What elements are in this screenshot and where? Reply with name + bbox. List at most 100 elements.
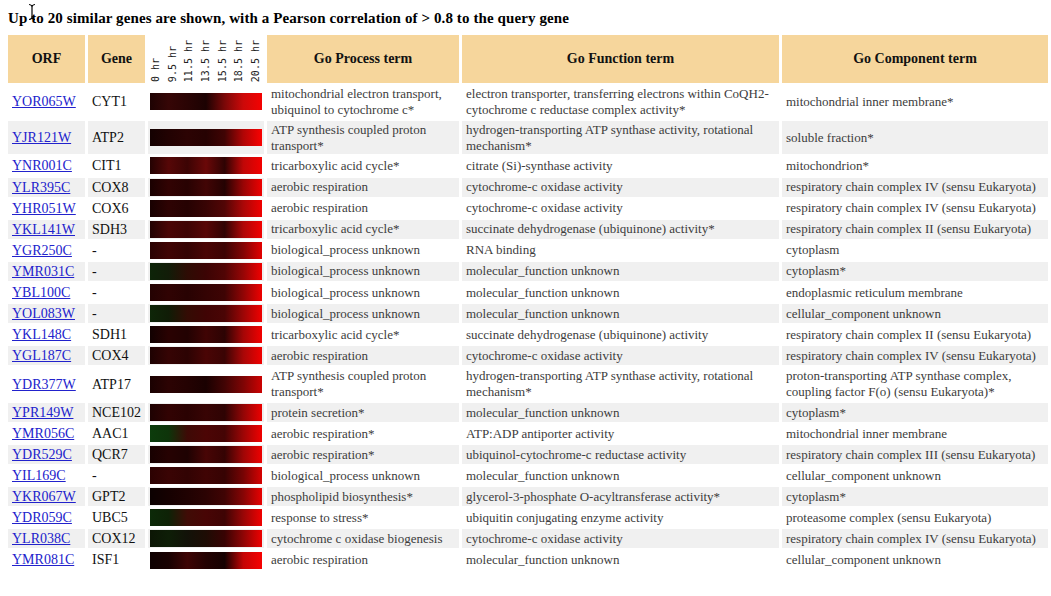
time-label: 15.5 hr xyxy=(218,40,228,82)
orf-link[interactable]: YNR001C xyxy=(12,158,72,173)
expression-heatmap xyxy=(150,221,262,238)
expression-heatmap xyxy=(150,326,262,343)
orf-link[interactable]: YMR031C xyxy=(12,264,74,279)
go-component-term: respiratory chain complex II (sensu Euka… xyxy=(782,220,1048,239)
go-function-term: ubiquinol-cytochrome-c reductase activit… xyxy=(462,445,779,464)
go-process-term: tricarboxylic acid cycle* xyxy=(267,156,459,175)
orf-link[interactable]: YDR377W xyxy=(12,377,76,392)
go-component-term: respiratory chain complex III (sensu Euk… xyxy=(782,445,1048,464)
table-row: YOR065W CYT1 mitochondrial electron tran… xyxy=(8,85,1048,119)
go-component-term: proton-transporting ATP synthase complex… xyxy=(782,367,1048,401)
time-label: 13.5 hr xyxy=(201,40,211,82)
table-row: YGL187C COX4 aerobic respiration cytochr… xyxy=(8,346,1048,365)
table-row: YLR395C COX8 aerobic respiration cytochr… xyxy=(8,178,1048,197)
go-process-term: tricarboxylic acid cycle* xyxy=(267,325,459,344)
col-header-gene: Gene xyxy=(88,35,145,83)
go-process-term: protein secretion* xyxy=(267,403,459,422)
expression-heatmap xyxy=(150,200,262,217)
orf-link[interactable]: YMR056C xyxy=(12,426,74,441)
go-function-term: glycerol-3-phosphate O-acyltransferase a… xyxy=(462,487,779,506)
orf-link[interactable]: YGL187C xyxy=(12,348,71,363)
orf-link[interactable]: YKL148C xyxy=(12,327,71,342)
table-row: YKL141W SDH3 tricarboxylic acid cycle* s… xyxy=(8,220,1048,239)
time-label: 20.5 hr xyxy=(251,40,261,82)
go-process-term: aerobic respiration xyxy=(267,178,459,197)
go-component-term: cytoplasm* xyxy=(782,487,1048,506)
go-process-term: biological_process unknown xyxy=(267,304,459,323)
go-component-term: mitochondrion* xyxy=(782,156,1048,175)
table-row: YBL100C - biological_process unknown mol… xyxy=(8,283,1048,302)
gene-name: ATP2 xyxy=(88,121,145,155)
orf-link[interactable]: YHR051W xyxy=(12,201,76,216)
expression-heatmap xyxy=(150,404,262,421)
table-row: YMR056C AAC1 aerobic respiration* ATP:AD… xyxy=(8,424,1048,443)
orf-link[interactable]: YDR059C xyxy=(12,510,72,525)
go-component-term: respiratory chain complex IV (sensu Euka… xyxy=(782,529,1048,548)
go-component-term: endoplasmic reticulum membrane xyxy=(782,283,1048,302)
gene-name: ATP17 xyxy=(88,367,145,401)
go-function-term: molecular_function unknown xyxy=(462,304,779,323)
orf-link[interactable]: YMR081C xyxy=(12,552,74,567)
orf-link[interactable]: YIL169C xyxy=(12,468,66,483)
go-component-term: cytoplasm xyxy=(782,241,1048,260)
table-row: YGR250C - biological_process unknown RNA… xyxy=(8,241,1048,260)
go-function-term: succinate dehydrogenase (ubiquinone) act… xyxy=(462,220,779,239)
orf-link[interactable]: YJR121W xyxy=(12,130,71,145)
orf-link[interactable]: YDR529C xyxy=(12,447,72,462)
orf-link[interactable]: YBL100C xyxy=(12,285,70,300)
go-function-term: cytochrome-c oxidase activity xyxy=(462,346,779,365)
expression-heatmap xyxy=(150,467,262,484)
orf-link[interactable]: YKR067W xyxy=(12,489,76,504)
gene-name: SDH3 xyxy=(88,220,145,239)
gene-name: NCE102 xyxy=(88,403,145,422)
expression-heatmap xyxy=(150,157,262,174)
orf-link[interactable]: YOR065W xyxy=(12,94,76,109)
go-function-term: succinate dehydrogenase (ubiquinone) act… xyxy=(462,325,779,344)
go-process-term: aerobic respiration xyxy=(267,550,459,569)
go-component-term: respiratory chain complex IV (sensu Euka… xyxy=(782,346,1048,365)
expression-heatmap xyxy=(150,179,262,196)
go-process-term: biological_process unknown xyxy=(267,262,459,281)
orf-link[interactable]: YKL141W xyxy=(12,222,75,237)
orf-link[interactable]: YLR395C xyxy=(12,180,70,195)
table-row: YOL083W - biological_process unknown mol… xyxy=(8,304,1048,323)
orf-link[interactable]: YOL083W xyxy=(12,306,75,321)
col-header-go-function: Go Function term xyxy=(462,35,779,83)
col-header-go-component: Go Component term xyxy=(782,35,1048,83)
go-process-term: phospholipid biosynthesis* xyxy=(267,487,459,506)
col-header-go-process: Go Process term xyxy=(267,35,459,83)
expression-heatmap xyxy=(150,263,262,280)
expression-heatmap xyxy=(150,129,262,146)
go-process-term: biological_process unknown xyxy=(267,241,459,260)
go-component-term: mitochondrial inner membrane xyxy=(782,424,1048,443)
table-row: YJR121W ATP2 ATP synthesis coupled proto… xyxy=(8,121,1048,155)
time-label: 18.5 hr xyxy=(234,40,244,82)
go-function-term: ubiquitin conjugating enzyme activity xyxy=(462,508,779,527)
time-label: 0 hr xyxy=(151,58,161,82)
orf-link[interactable]: YPR149W xyxy=(12,405,73,420)
table-header-row: ORF Gene 0 hr9.5 hr11.5 hr13.5 hr15.5 hr… xyxy=(8,35,1048,83)
expression-heatmap xyxy=(150,488,262,505)
go-function-term: cytochrome-c oxidase activity xyxy=(462,529,779,548)
go-component-term: cellular_component unknown xyxy=(782,304,1048,323)
expression-heatmap xyxy=(150,552,262,569)
go-function-term: molecular_function unknown xyxy=(462,550,779,569)
expression-heatmap xyxy=(150,347,262,364)
gene-name: UBC5 xyxy=(88,508,145,527)
orf-link[interactable]: YGR250C xyxy=(12,243,72,258)
gene-name: AAC1 xyxy=(88,424,145,443)
go-function-term: hydrogen-transporting ATP synthase activ… xyxy=(462,367,779,401)
go-function-term: RNA binding xyxy=(462,241,779,260)
table-row: YNR001C CIT1 tricarboxylic acid cycle* c… xyxy=(8,156,1048,175)
table-row: YDR377W ATP17 ATP synthesis coupled prot… xyxy=(8,367,1048,401)
table-row: YMR081C ISF1 aerobic respiration molecul… xyxy=(8,550,1048,569)
go-function-term: hydrogen-transporting ATP synthase activ… xyxy=(462,121,779,155)
expression-heatmap xyxy=(150,242,262,259)
gene-name: COX8 xyxy=(88,178,145,197)
time-label: 9.5 hr xyxy=(168,46,178,82)
expression-heatmap xyxy=(150,305,262,322)
go-process-term: response to stress* xyxy=(267,508,459,527)
table-row: YIL169C - biological_process unknown mol… xyxy=(8,466,1048,485)
orf-link[interactable]: YLR038C xyxy=(12,531,70,546)
go-function-term: molecular_function unknown xyxy=(462,283,779,302)
